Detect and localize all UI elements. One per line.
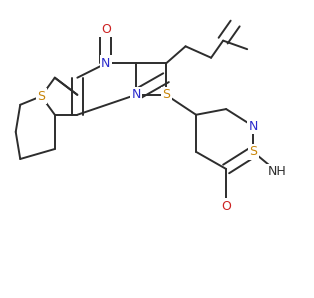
Text: N: N: [131, 88, 141, 101]
Text: S: S: [37, 90, 45, 103]
Text: O: O: [101, 23, 111, 36]
Text: N: N: [248, 120, 258, 133]
Text: NH: NH: [268, 165, 287, 178]
Text: O: O: [221, 200, 231, 212]
Text: S: S: [249, 145, 257, 158]
Text: N: N: [101, 57, 111, 70]
Text: S: S: [162, 88, 170, 101]
